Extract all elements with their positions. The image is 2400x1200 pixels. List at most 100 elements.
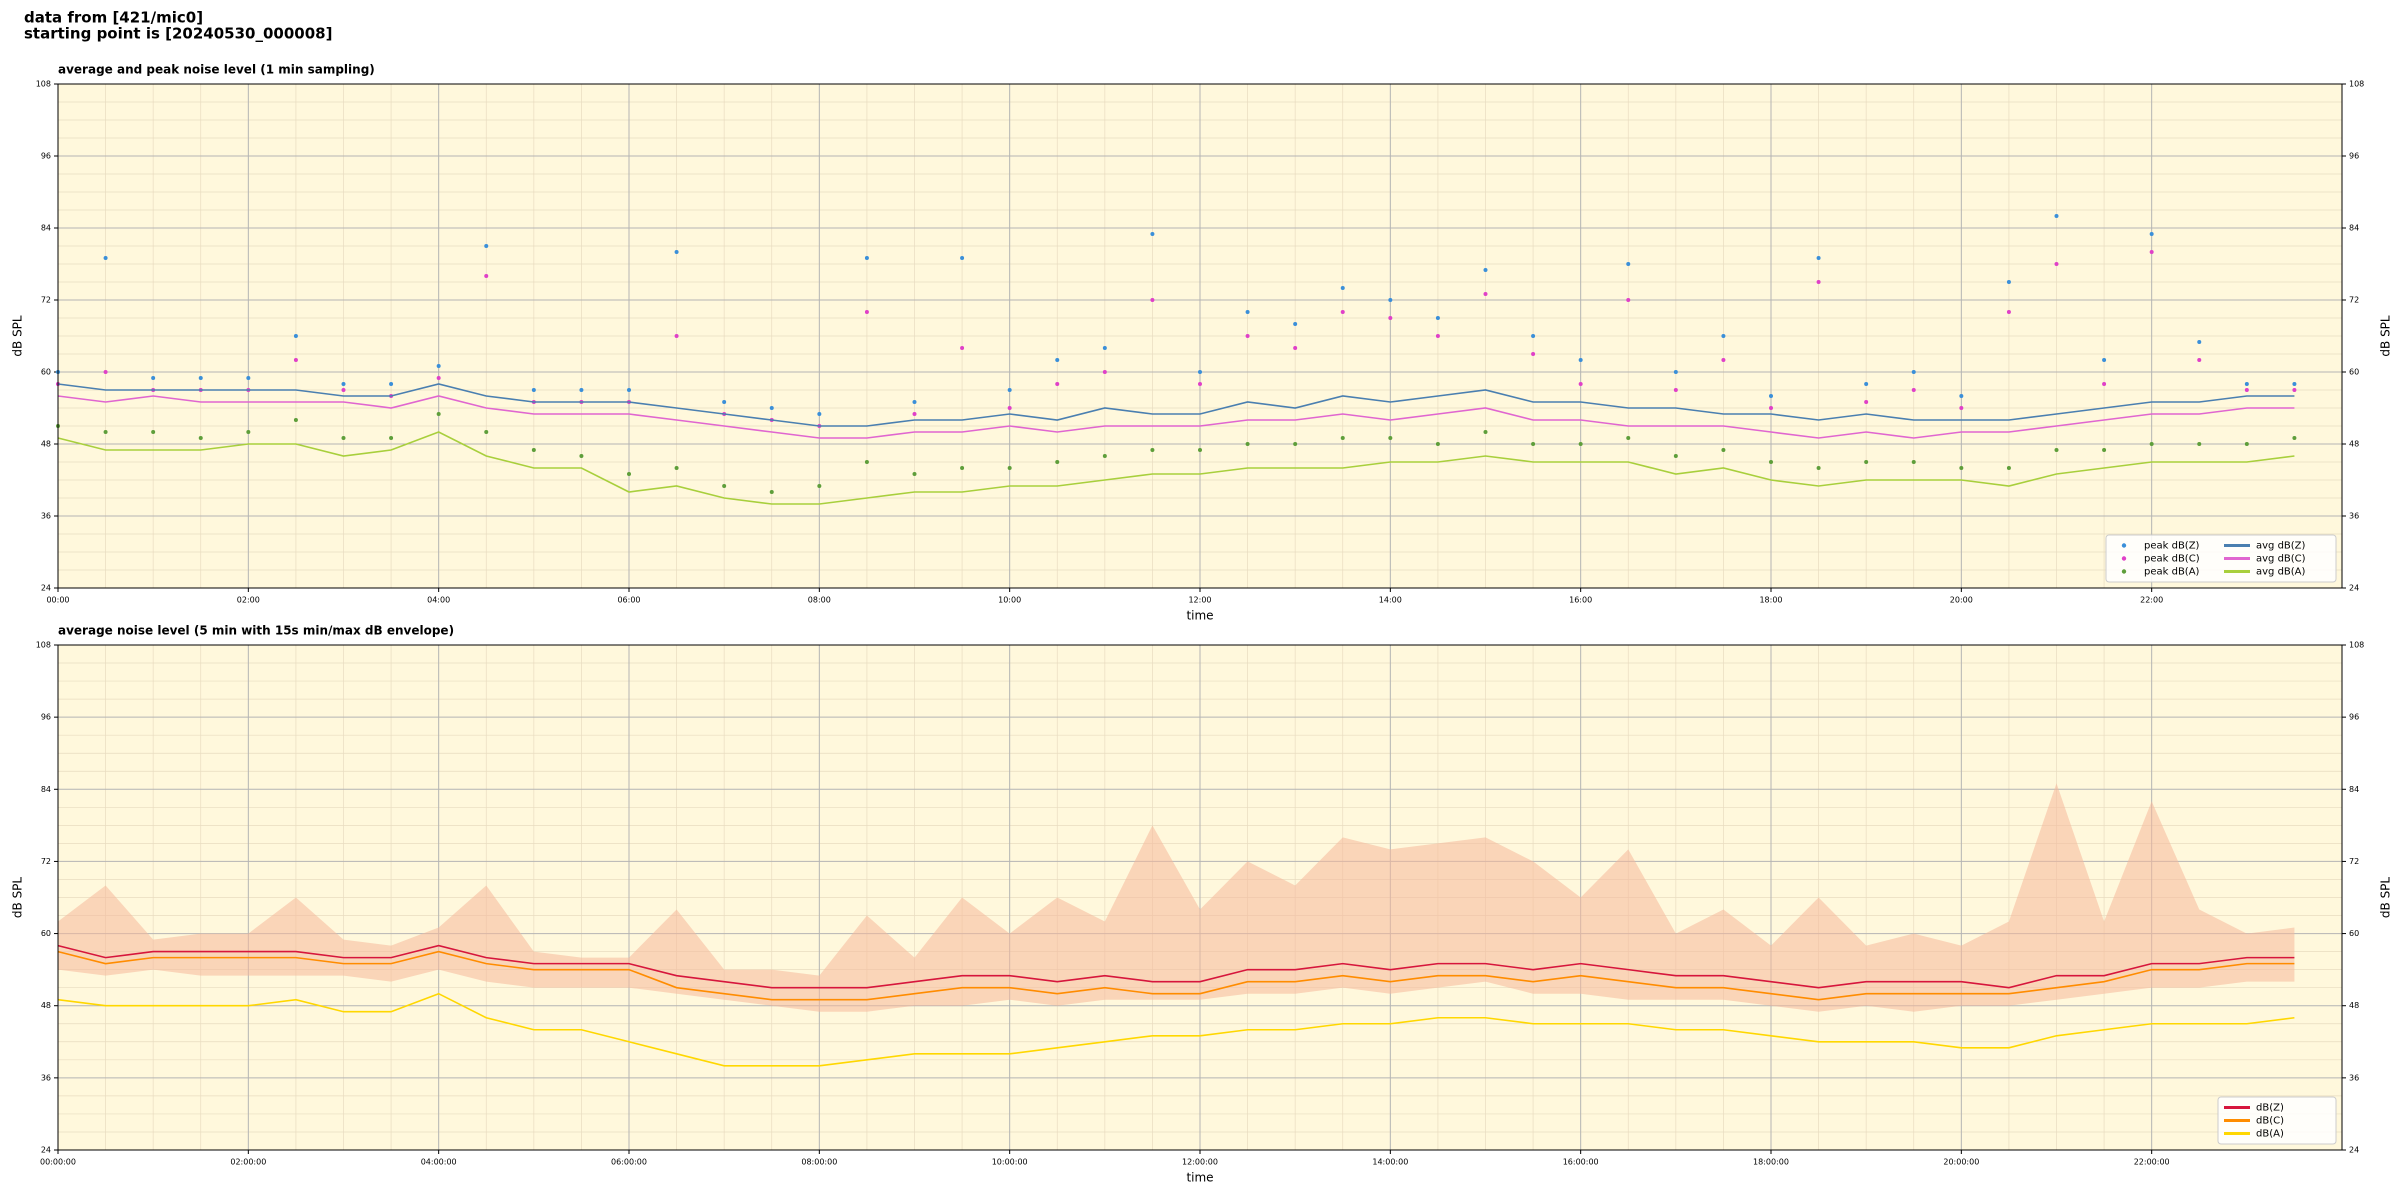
peak-point [2197, 358, 2202, 362]
y-tick-label: 72 [41, 857, 51, 866]
peak-point [1626, 298, 1631, 302]
peak-point [1150, 232, 1155, 236]
peak-point [531, 448, 536, 452]
peak-point [674, 466, 679, 470]
legend-marker [2121, 543, 2127, 548]
x-tick-label: 22:00:00 [2134, 1158, 2170, 1167]
peak-point [864, 310, 869, 314]
peak-point [2292, 382, 2297, 386]
x-tick-label: 10:00:00 [992, 1158, 1028, 1167]
peak-point [341, 382, 346, 386]
x-tick-label: 18:00 [1759, 596, 1782, 605]
peak-point [436, 412, 441, 416]
x-tick-label: 04:00 [427, 596, 450, 605]
peak-point [1483, 430, 1488, 434]
y-tick-label: 60 [2349, 929, 2359, 938]
peak-point [1578, 442, 1583, 446]
peak-point [1293, 346, 1298, 350]
peak-point [2197, 340, 2202, 344]
peak-point [1959, 394, 1964, 398]
x-tick-label: 08:00 [808, 596, 831, 605]
peak-point [1388, 298, 1393, 302]
x-tick-label: 08:00:00 [801, 1158, 837, 1167]
peak-point [2244, 388, 2249, 392]
y-axis-label: dB SPL [2379, 315, 2393, 357]
peak-point [1007, 388, 1012, 392]
peak-point [1102, 346, 1107, 350]
peak-point [1198, 448, 1202, 452]
y-tick-label: 48 [41, 1001, 51, 1010]
peak-point [2197, 442, 2202, 446]
peak-point [1578, 358, 1583, 362]
x-tick-label: 22:00 [2140, 596, 2163, 605]
peak-point [1673, 388, 1678, 392]
peak-point [1198, 382, 1202, 386]
y-tick-label: 84 [41, 785, 51, 794]
peak-point [1911, 388, 1916, 392]
y-tick-label: 84 [41, 224, 51, 233]
peak-point [2006, 310, 2011, 314]
y-tick-label: 24 [2349, 1146, 2359, 1155]
peak-point [1340, 286, 1345, 290]
peak-point [484, 274, 489, 278]
peak-point [2149, 442, 2154, 446]
envelope-area [58, 783, 2295, 1012]
legend-label: dB(C) [2256, 1116, 2284, 1127]
series-line [57, 431, 2295, 505]
y-tick-label: 24 [41, 1146, 51, 1155]
y-tick-label: 24 [2349, 584, 2359, 593]
peak-point [1388, 436, 1393, 440]
peak-point [2292, 436, 2297, 440]
legend-label: peak dB(A) [2144, 567, 2200, 578]
peak-point [1435, 334, 1440, 338]
y-tick-label: 108 [36, 80, 51, 89]
peak-point [1055, 382, 1060, 386]
legend-box [2105, 534, 2337, 583]
peak-point [341, 388, 346, 392]
peak-point [2006, 466, 2011, 470]
peak-point [817, 484, 822, 488]
peak-point [436, 364, 441, 368]
peak-point [579, 454, 584, 458]
x-tick-label: 04:00:00 [421, 1158, 457, 1167]
peak-point [2054, 262, 2059, 266]
peak-point [1626, 436, 1631, 440]
peak-point [912, 472, 917, 476]
peak-point [1102, 370, 1107, 374]
y-tick-label: 24 [41, 584, 51, 593]
header-line: starting point is [20240530_000008] [24, 25, 332, 43]
peak-point [2102, 382, 2107, 386]
x-tick-label: 16:00 [1569, 596, 1592, 605]
peak-point [246, 430, 251, 434]
peak-point [769, 490, 774, 494]
y-tick-label: 60 [2349, 368, 2359, 377]
peak-point [1245, 310, 1250, 314]
series-line [57, 383, 2295, 427]
peak-point [246, 376, 251, 380]
y-tick-label: 108 [36, 641, 51, 650]
legend-marker [2121, 569, 2127, 574]
peak-point [436, 376, 441, 380]
peak-point [1483, 292, 1488, 296]
peak-point [1911, 370, 1916, 374]
peak-point [627, 472, 631, 476]
peak-point [912, 400, 917, 404]
peak-point [2149, 232, 2154, 236]
peak-point [1531, 334, 1536, 338]
peak-point [1864, 400, 1869, 404]
peak-point [2244, 442, 2249, 446]
legend-label: peak dB(Z) [2144, 541, 2200, 552]
peak-point [817, 412, 822, 416]
y-tick-label: 84 [2349, 224, 2359, 233]
peak-point [722, 400, 727, 404]
peak-point [1055, 358, 1060, 362]
x-tick-label: 16:00:00 [1563, 1158, 1599, 1167]
peak-point [1721, 448, 1726, 452]
peak-point [2054, 448, 2059, 452]
peak-point [293, 418, 298, 422]
legend-label: dB(Z) [2256, 1103, 2284, 1114]
series-line [57, 950, 2295, 1001]
peak-point [864, 256, 869, 260]
y-tick-label: 96 [2349, 713, 2359, 722]
